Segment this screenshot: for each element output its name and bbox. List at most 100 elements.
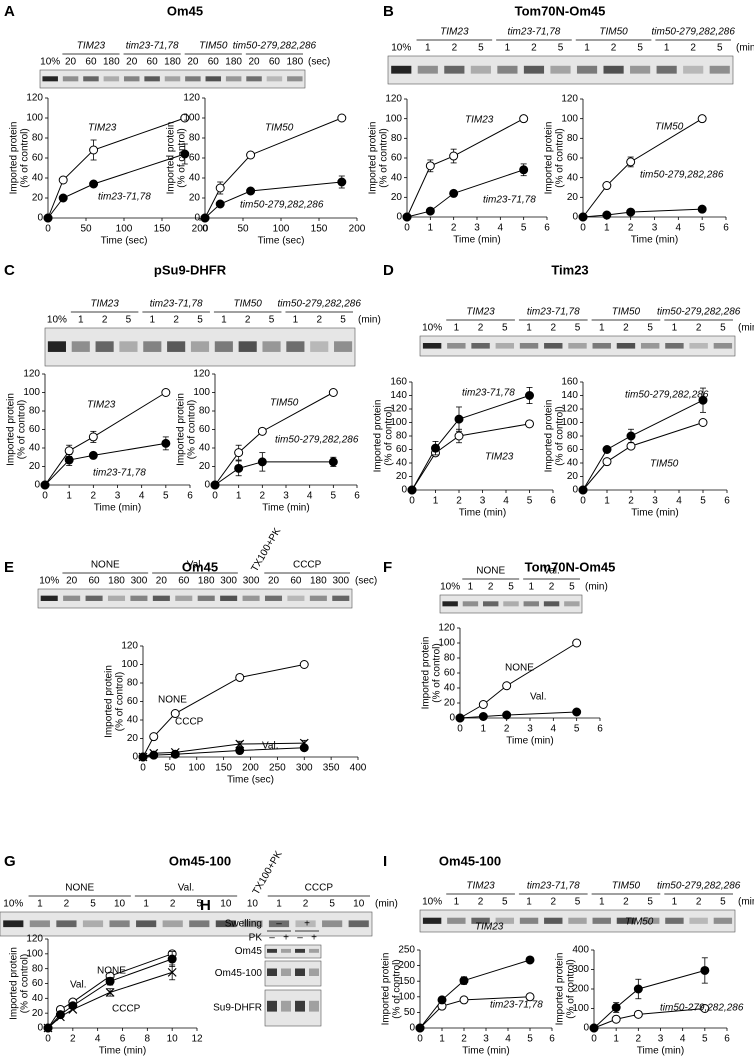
series-label: TIM23 bbox=[88, 123, 117, 134]
y-tick-label: 40 bbox=[32, 993, 44, 1004]
y-axis-label: Imported protein bbox=[421, 637, 432, 710]
lane-label: 20 bbox=[248, 57, 260, 68]
x-tick-label: 5 bbox=[527, 1034, 533, 1045]
y-tick-label: 50 bbox=[404, 1007, 416, 1018]
gel-band bbox=[497, 65, 518, 74]
marker bbox=[437, 995, 447, 1005]
x-tick-label: 6 bbox=[120, 1034, 126, 1045]
marker bbox=[234, 448, 244, 458]
gel-band bbox=[136, 920, 157, 928]
series-label: TIM50 bbox=[655, 122, 684, 133]
marker bbox=[235, 739, 245, 749]
marker bbox=[337, 177, 347, 187]
lane-label: 1 bbox=[468, 582, 474, 593]
gel-band bbox=[462, 601, 479, 607]
panel-letter: H bbox=[200, 897, 211, 914]
marker bbox=[328, 457, 338, 467]
gel-band bbox=[616, 343, 636, 349]
series-label: tim23-71,78 bbox=[93, 468, 146, 479]
gel-band bbox=[442, 601, 458, 607]
gel-band bbox=[164, 76, 181, 82]
gel-band bbox=[144, 76, 160, 82]
x-axis-label: Time (min) bbox=[94, 503, 141, 514]
lane-label: 2 bbox=[623, 323, 629, 334]
gel-band bbox=[310, 341, 329, 352]
y-tick-label: 100 bbox=[572, 1003, 589, 1014]
y-tick-label: 0 bbox=[396, 212, 402, 223]
gel-band bbox=[665, 917, 684, 924]
lane-label: 300 bbox=[131, 576, 148, 587]
x-axis-label: Time (min) bbox=[637, 1046, 684, 1057]
gel-band bbox=[215, 920, 236, 928]
series-label: Val. bbox=[262, 741, 279, 752]
group-label: TIM23 bbox=[90, 299, 119, 310]
marker bbox=[43, 213, 53, 223]
gel-band bbox=[189, 920, 210, 928]
gel-band bbox=[3, 920, 24, 928]
series-line bbox=[406, 118, 524, 218]
marker-stroke bbox=[55, 1012, 65, 1022]
y-tick-label: 80 bbox=[29, 406, 41, 417]
gel-band bbox=[422, 343, 442, 349]
series-label: Val. bbox=[530, 692, 547, 703]
marker bbox=[149, 750, 159, 760]
y-tick-label: 40 bbox=[567, 458, 579, 469]
lane-label: 20 bbox=[268, 576, 280, 587]
y-tick-label: 60 bbox=[391, 153, 403, 164]
gel-band bbox=[689, 917, 708, 924]
lane-label: 20 bbox=[65, 57, 77, 68]
series-label: Val. bbox=[70, 980, 87, 991]
group-label: Val. bbox=[187, 560, 204, 571]
group-label: TIM50 bbox=[612, 307, 641, 318]
series-line bbox=[44, 392, 167, 486]
y-tick-label: 120 bbox=[385, 94, 402, 105]
marker bbox=[459, 976, 469, 986]
marker bbox=[299, 743, 309, 753]
y-axis-label: Imported protein bbox=[368, 122, 379, 195]
lane-label: 300 bbox=[332, 576, 349, 587]
x-tick-label: 2 bbox=[636, 1034, 642, 1045]
gel-band bbox=[62, 76, 79, 82]
group-label: TX100+PK bbox=[249, 526, 283, 574]
x-tick-label: 5 bbox=[331, 491, 337, 502]
x-axis-label: Time (min) bbox=[459, 508, 506, 519]
lane-label: 10% bbox=[47, 315, 67, 326]
lane-label: 10% bbox=[40, 57, 60, 68]
lane-label: 10 bbox=[220, 899, 232, 910]
marker bbox=[55, 1010, 65, 1020]
x-tick-label: 6 bbox=[549, 1034, 555, 1045]
marker bbox=[478, 700, 488, 709]
y-tick-label: 20 bbox=[32, 1008, 44, 1019]
y-axis-label: Imported protein bbox=[555, 953, 566, 1026]
y-axis-label: (% of control) bbox=[115, 672, 126, 731]
gel-band bbox=[63, 595, 81, 601]
gel-band bbox=[287, 76, 303, 82]
series-label: tim23-71,78 bbox=[462, 388, 515, 399]
marker bbox=[55, 1012, 65, 1022]
gel-band bbox=[447, 917, 466, 924]
marker bbox=[502, 710, 512, 720]
panel-title: Om45 bbox=[182, 559, 218, 574]
lane-label: 2 bbox=[696, 323, 702, 334]
y-tick-label: 120 bbox=[438, 623, 455, 634]
x-tick-label: 6 bbox=[724, 496, 730, 507]
x-tick-label: 3 bbox=[480, 496, 486, 507]
x-tick-label: 2 bbox=[456, 496, 462, 507]
gel-band bbox=[332, 595, 350, 601]
x-tick-label: 6 bbox=[354, 491, 360, 502]
panel-letter: G bbox=[4, 853, 16, 870]
series-label: TIM50 bbox=[265, 123, 294, 134]
lane-label: 1 bbox=[221, 315, 227, 326]
x-axis-label: Time (sec) bbox=[258, 236, 305, 247]
marker bbox=[234, 463, 244, 473]
marker bbox=[246, 150, 256, 160]
marker bbox=[633, 984, 643, 994]
row-label: Swelling bbox=[225, 919, 262, 930]
group-label: Val. bbox=[178, 883, 195, 894]
y-tick-label: 120 bbox=[121, 641, 138, 652]
lane-label: 5 bbox=[720, 897, 726, 908]
lane-label: 1 bbox=[505, 43, 511, 54]
lane-label: 2 bbox=[64, 899, 70, 910]
marker bbox=[246, 186, 256, 196]
y-tick-label: 80 bbox=[189, 133, 201, 144]
